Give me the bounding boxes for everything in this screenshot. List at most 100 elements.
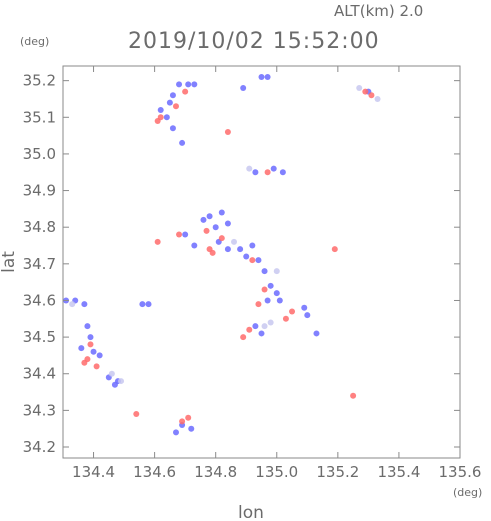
data-point-approaching: [313, 330, 320, 337]
data-point-approaching: [264, 297, 271, 304]
x-tick-label: 135.0: [255, 463, 298, 481]
data-point-approaching: [249, 242, 256, 249]
y-tick-label: 35.0: [23, 145, 56, 163]
data-point-receding: [203, 227, 210, 234]
axis-ticks: 134.4 134.6 134.8 135.0 135.2 135.4 135.6 34.2 3…: [23, 66, 482, 481]
x-tick-label: 134.4: [72, 463, 115, 481]
data-point-receding: [264, 169, 271, 176]
data-point-receding: [172, 103, 179, 110]
x-tick-label: 134.6: [133, 463, 176, 481]
data-point-approaching: [96, 352, 103, 359]
data-point-receding: [240, 334, 247, 341]
x-tick-label: 135.6: [439, 463, 482, 481]
data-point-approaching: [264, 73, 271, 80]
y-tick-label: 35.1: [23, 108, 56, 126]
data-point-approaching: [84, 323, 91, 330]
data-point-weak: [267, 319, 274, 326]
data-point-approaching: [191, 242, 198, 249]
data-point-approaching: [191, 81, 198, 88]
data-point-approaching: [218, 209, 225, 216]
data-point-approaching: [81, 301, 88, 308]
data-point-approaching: [90, 348, 97, 355]
data-point-receding: [81, 359, 88, 366]
y-tick-label: 35.2: [23, 72, 56, 90]
data-point-receding: [176, 231, 183, 238]
data-point-receding: [368, 92, 375, 99]
data-point-approaching: [157, 106, 164, 113]
data-point-weak: [69, 301, 76, 308]
y-tick-label: 34.5: [23, 328, 56, 346]
y-axis-title: lat: [0, 251, 19, 273]
x-unit-label: (deg): [453, 486, 482, 499]
x-axis-title: lon: [238, 503, 264, 521]
data-point-approaching: [267, 282, 274, 289]
data-point-receding: [350, 392, 357, 399]
data-point-receding: [154, 238, 161, 245]
data-point-approaching: [172, 429, 179, 436]
data-point-approaching: [243, 253, 250, 260]
data-point-weak: [246, 165, 253, 172]
data-point-approaching: [224, 220, 231, 227]
data-point-receding: [246, 326, 253, 333]
y-tick-label: 34.2: [23, 438, 56, 456]
data-point-approaching: [279, 169, 286, 176]
data-point-approaching: [212, 224, 219, 231]
data-point-receding: [249, 257, 256, 264]
y-unit-label: (deg): [20, 35, 49, 48]
data-point-weak: [374, 95, 381, 102]
data-point-receding: [218, 235, 225, 242]
data-point-receding: [93, 363, 100, 370]
altitude-label: ALT(km) 2.0: [334, 2, 423, 20]
data-point-approaching: [188, 425, 195, 432]
data-point-approaching: [252, 323, 259, 330]
data-point-approaching: [169, 92, 176, 99]
data-point-approaching: [139, 301, 146, 308]
data-point-approaching: [206, 213, 213, 220]
data-point-approaching: [179, 139, 186, 146]
x-tick-label: 134.8: [194, 463, 237, 481]
data-point-approaching: [258, 73, 265, 80]
data-point-approaching: [185, 81, 192, 88]
data-point-approaching: [169, 125, 176, 132]
data-point-approaching: [273, 290, 280, 297]
data-point-approaching: [176, 81, 183, 88]
data-point-receding: [282, 315, 289, 322]
data-point-approaching: [258, 330, 265, 337]
timestamp-title: 2019/10/02 15:52:00: [128, 29, 380, 54]
data-point-receding: [154, 117, 161, 124]
data-point-weak: [261, 323, 268, 330]
y-tick-label: 34.4: [23, 365, 56, 383]
data-point-approaching: [87, 334, 94, 341]
data-point-approaching: [301, 304, 308, 311]
x-tick-label: 135.4: [377, 463, 420, 481]
data-point-approaching: [240, 84, 247, 91]
data-point-receding: [224, 128, 231, 135]
data-point-receding: [331, 246, 338, 253]
data-point-approaching: [78, 345, 85, 352]
data-point-approaching: [276, 297, 283, 304]
data-point-approaching: [182, 231, 189, 238]
data-points: [63, 73, 381, 436]
plot-frame: [62, 65, 461, 459]
data-point-receding: [362, 88, 369, 95]
x-tick-label: 135.2: [316, 463, 359, 481]
data-point-receding: [179, 418, 186, 425]
data-point-approaching: [111, 381, 118, 388]
data-point-receding: [289, 308, 296, 315]
data-point-approaching: [166, 99, 173, 106]
data-point-weak: [273, 268, 280, 275]
data-point-approaching: [145, 301, 152, 308]
data-point-weak: [231, 238, 238, 245]
data-point-approaching: [224, 246, 231, 253]
data-point-receding: [209, 249, 216, 256]
y-tick-label: 34.7: [23, 255, 56, 273]
data-point-receding: [185, 414, 192, 421]
data-point-receding: [255, 301, 262, 308]
y-tick-label: 34.8: [23, 218, 56, 236]
data-point-approaching: [237, 246, 244, 253]
data-point-approaching: [270, 165, 277, 172]
data-point-receding: [133, 411, 140, 418]
data-point-weak: [108, 370, 115, 377]
y-tick-label: 34.9: [23, 182, 56, 200]
